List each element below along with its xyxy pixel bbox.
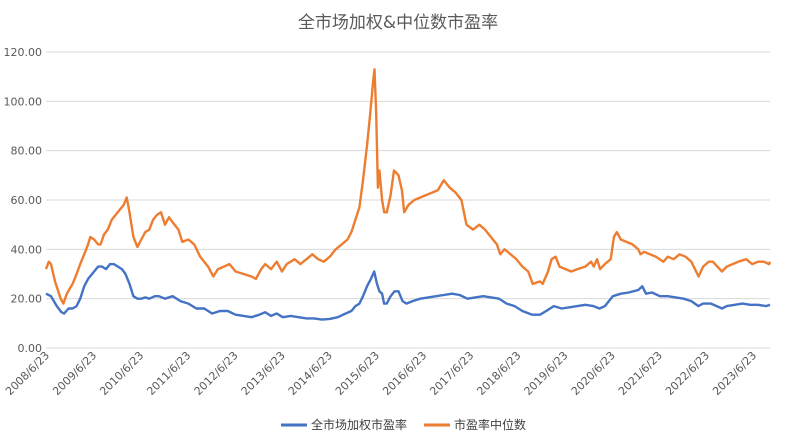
x-tick-label: 2014/6/23: [286, 349, 335, 398]
x-tick-label: 2008/6/23: [3, 349, 52, 398]
legend-label-median-pe: 市盈率中位数: [454, 417, 526, 432]
y-tick-label: 0.00: [18, 342, 43, 355]
legend: 全市场加权市盈率 市盈率中位数: [281, 417, 526, 432]
y-tick-label: 60.00: [11, 194, 43, 207]
series-line-median-pe: [44, 68, 772, 305]
x-tick-label: 2013/6/23: [239, 349, 288, 398]
y-axis-ticks: 0.00 20.00 40.00 60.00 80.00 100.00 120.00: [4, 46, 43, 355]
x-tick-label: 2011/6/23: [144, 349, 193, 398]
y-tick-label: 80.00: [11, 145, 43, 158]
x-tick-label: 2019/6/23: [522, 349, 571, 398]
x-tick-label: 2018/6/23: [474, 349, 523, 398]
y-tick-label: 120.00: [4, 46, 43, 59]
y-tick-label: 40.00: [11, 243, 43, 256]
x-tick-label: 2010/6/23: [97, 349, 146, 398]
x-tick-label: 2009/6/23: [50, 349, 99, 398]
y-tick-label: 100.00: [4, 95, 43, 108]
x-tick-label: 2016/6/23: [380, 349, 429, 398]
legend-label-weighted-pe: 全市场加权市盈率: [311, 417, 407, 432]
x-tick-label: 2022/6/23: [663, 349, 712, 398]
series-line-weighted-pe: [45, 262, 771, 321]
chart-title: 全市场加权&中位数市盈率: [298, 13, 498, 33]
x-tick-label: 2020/6/23: [569, 349, 618, 398]
series-lines: [44, 68, 772, 321]
x-tick-label: 2017/6/23: [427, 349, 476, 398]
x-tick-label: 2015/6/23: [333, 349, 382, 398]
x-axis-ticks: 2008/6/232009/6/232010/6/232011/6/232012…: [3, 349, 759, 398]
x-tick-label: 2023/6/23: [710, 349, 759, 398]
x-tick-label: 2012/6/23: [192, 349, 241, 398]
x-tick-label: 2021/6/23: [616, 349, 665, 398]
y-tick-label: 20.00: [11, 293, 43, 306]
